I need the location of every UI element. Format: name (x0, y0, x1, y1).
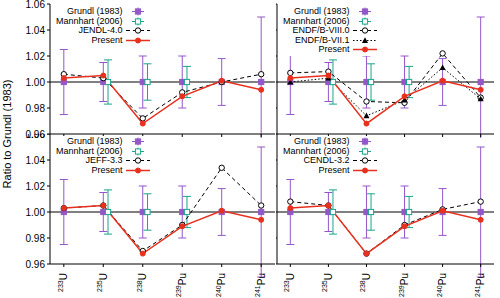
svg-text:235U: 235U (96, 273, 109, 292)
html-text:Mannhart (2006): Mannhart (2006) (283, 15, 350, 26)
svg-text:0.98: 0.98 (26, 103, 46, 114)
html-text:JENDL-4.0: JENDL-4.0 (78, 25, 123, 35)
svg-text:238U: 238U (359, 273, 372, 292)
html-text:Grundl (1983): Grundl (1983) (294, 136, 350, 146)
html-text:Present: Present (91, 34, 123, 45)
svg-text:1.00: 1.00 (26, 77, 46, 88)
html-text:Grundl (1983): Grundl (1983) (294, 6, 350, 16)
html-text:Ratio to Grundl (1983): Ratio to Grundl (1983) (1, 79, 13, 189)
svg-text:241Pu: 241Pu (254, 273, 267, 297)
svg-text:1.00: 1.00 (26, 207, 46, 218)
svg-text:240Pu: 240Pu (436, 273, 449, 297)
svg-text:1.04: 1.04 (26, 25, 46, 36)
svg-text:235U: 235U (321, 273, 334, 292)
svg-text:238U: 238U (136, 273, 149, 292)
html-text:Present: Present (318, 44, 350, 54)
svg-text:1.06: 1.06 (26, 0, 46, 10)
svg-text:1.02: 1.02 (26, 181, 46, 192)
svg-text:1.02: 1.02 (26, 51, 46, 62)
svg-text:240Pu: 240Pu (215, 273, 228, 297)
html-text:JEFF-3.3: JEFF-3.3 (85, 155, 123, 165)
svg-text:1.06: 1.06 (26, 134, 46, 140)
html-text:Present: Present (318, 164, 350, 175)
svg-text:233U: 233U (283, 273, 296, 292)
svg-text:239Pu: 239Pu (175, 273, 188, 297)
html-text:Mannhart (2006): Mannhart (2006) (56, 145, 123, 156)
html-text:ENDF/B-VII.1: ENDF/B-VII.1 (295, 34, 350, 45)
svg-text:1.04: 1.04 (26, 155, 46, 166)
html-text:Grundl (1983): Grundl (1983) (67, 136, 123, 146)
svg-text:241Pu: 241Pu (474, 273, 487, 297)
html-text:Present: Present (91, 164, 123, 175)
html-text:CENDL-3.2: CENDL-3.2 (303, 155, 350, 165)
svg-text:0.98: 0.98 (26, 233, 46, 244)
svg-text:233U: 233U (57, 273, 70, 292)
svg-text:239Pu: 239Pu (398, 273, 411, 297)
svg-text:0.96: 0.96 (26, 129, 46, 138)
html-text:ENDF/B-VIII.0: ENDF/B-VIII.0 (292, 25, 350, 35)
html-text:Mannhart (2006): Mannhart (2006) (283, 145, 350, 156)
html-text:Grundl (1983): Grundl (1983) (67, 6, 123, 16)
svg-text:0.96: 0.96 (26, 259, 46, 270)
html-text:Mannhart (2006): Mannhart (2006) (56, 15, 123, 26)
